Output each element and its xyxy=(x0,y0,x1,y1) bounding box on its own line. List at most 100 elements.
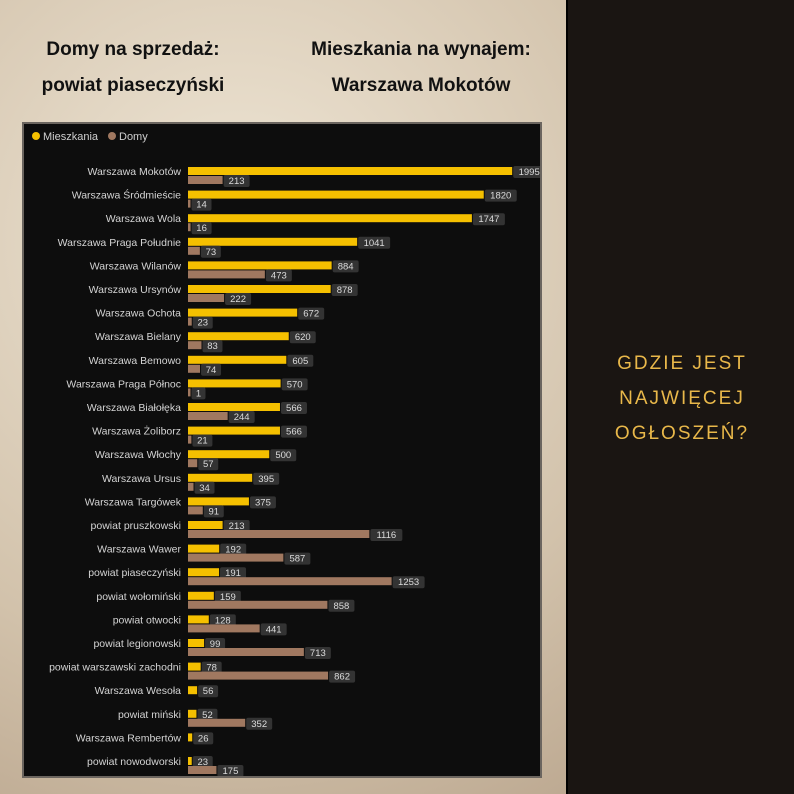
data-label-domy: 213 xyxy=(229,176,245,187)
bar-mieszkania xyxy=(188,237,358,246)
bar-mieszkania xyxy=(188,615,209,624)
data-label-bg-domy xyxy=(201,363,222,376)
data-label-bg-domy xyxy=(192,316,213,329)
data-label-domy: 1253 xyxy=(398,577,419,588)
data-label-bg-domy xyxy=(191,387,206,400)
data-label-bg-domy xyxy=(191,198,212,211)
data-label-bg-mieszkania xyxy=(209,614,236,627)
data-label-mieszkania: 605 xyxy=(292,356,308,367)
data-label-bg-mieszkania xyxy=(192,756,213,768)
category-label: powiat warszawski zachodni xyxy=(49,662,181,674)
data-label-bg-domy xyxy=(200,245,221,258)
question-panel: GDZIE JEST NAJWIĘCEJ OGŁOSZEŃ? xyxy=(566,0,794,794)
data-label-mieszkania: 570 xyxy=(287,379,303,390)
bar-mieszkania xyxy=(188,568,220,577)
data-label-domy: 244 xyxy=(234,412,250,423)
data-label-mieszkania: 1041 xyxy=(364,238,385,249)
bar-domy xyxy=(188,600,328,609)
bar-mieszkania xyxy=(188,167,513,175)
bar-domy xyxy=(188,577,392,586)
bar-mieszkania xyxy=(188,757,192,765)
data-label-domy: 91 xyxy=(208,506,219,517)
data-label-mieszkania: 56 xyxy=(203,686,214,697)
data-label-mieszkania: 78 xyxy=(206,663,217,674)
data-label-bg-domy xyxy=(217,765,244,776)
data-label-bg-mieszkania xyxy=(484,189,517,202)
data-label-mieszkania: 500 xyxy=(275,450,291,461)
bar-domy xyxy=(188,388,191,397)
data-label-bg-mieszkania xyxy=(280,402,307,414)
category-label: Warszawa Włochy xyxy=(95,449,182,461)
bar-mieszkania xyxy=(188,355,287,364)
question-line-1: GDZIE JEST xyxy=(617,353,747,374)
category-label: Warszawa Praga Południe xyxy=(58,237,181,249)
category-label: powiat nowodworski xyxy=(87,756,181,768)
bar-mieszkania xyxy=(188,190,484,199)
bar-mieszkania xyxy=(188,450,270,459)
bar-domy xyxy=(188,412,228,420)
bar-domy xyxy=(188,270,265,279)
bar-mieszkania xyxy=(188,521,223,529)
bar-domy xyxy=(188,624,260,633)
category-label: Warszawa Wawer xyxy=(97,544,181,556)
category-label: Warszawa Ochota xyxy=(96,308,182,320)
data-label-domy: 34 xyxy=(199,483,210,494)
data-label-bg-mieszkania xyxy=(253,472,280,485)
bar-domy xyxy=(188,364,201,373)
data-label-bg-domy xyxy=(203,505,224,518)
bar-mieszkania xyxy=(188,214,472,223)
legend-domy-label: Domy xyxy=(119,131,148,143)
bar-domy xyxy=(188,176,223,184)
bar-domy xyxy=(188,718,246,727)
bar-mieszkania xyxy=(188,544,220,553)
bar-mieszkania xyxy=(188,497,249,506)
heading-flats-line-1: Mieszkania na wynajem: xyxy=(311,39,531,60)
data-label-bg-domy xyxy=(260,623,287,636)
data-label-mieszkania: 884 xyxy=(338,261,354,272)
bar-mieszkania xyxy=(188,285,331,293)
category-label: Warszawa Bielany xyxy=(95,331,182,343)
data-label-domy: 587 xyxy=(289,554,305,565)
bar-chart-frame: Mieszkania Domy Warszawa Mokotów 1995 213 War… xyxy=(22,122,542,778)
data-label-mieszkania: 1820 xyxy=(490,191,511,202)
data-label-mieszkania: 566 xyxy=(286,427,302,438)
data-label-domy: 1116 xyxy=(376,530,396,541)
data-label-domy: 57 xyxy=(203,459,214,470)
data-label-mieszkania: 395 xyxy=(258,474,274,485)
data-label-domy: 16 xyxy=(196,223,207,234)
bar-domy xyxy=(188,506,203,515)
bar-mieszkania xyxy=(188,591,214,600)
category-label: Warszawa Wola xyxy=(106,213,181,225)
data-label-mieszkania: 375 xyxy=(255,497,271,508)
data-label-domy: 858 xyxy=(333,601,349,612)
bar-mieszkania xyxy=(188,308,298,317)
data-label-domy: 83 xyxy=(207,341,218,352)
bar-domy xyxy=(188,246,200,255)
data-label-mieszkania: 620 xyxy=(295,332,311,343)
bar-domy xyxy=(188,341,202,350)
bar-mieszkania xyxy=(188,473,253,482)
bar-domy xyxy=(188,482,194,491)
bar-mieszkania xyxy=(188,709,197,718)
bar-domy xyxy=(188,553,284,562)
category-label: Warszawa Bemowo xyxy=(89,355,182,367)
data-label-bg-mieszkania xyxy=(289,331,316,344)
data-label-bg-domy xyxy=(225,293,252,305)
data-label-bg-mieszkania xyxy=(270,449,297,462)
data-label-bg-domy xyxy=(328,599,355,612)
data-label-domy: 352 xyxy=(251,719,267,730)
category-label: Warszawa Śródmieście xyxy=(72,189,181,202)
question-line-2: NAJWIĘCEJ xyxy=(619,388,745,409)
category-label: powiat legionowski xyxy=(93,638,181,650)
data-label-bg-domy xyxy=(370,529,403,541)
data-label-bg-domy xyxy=(329,670,356,683)
data-label-domy: 222 xyxy=(230,294,246,305)
bar-mieszkania xyxy=(188,426,280,435)
category-label: powiat piaseczyński xyxy=(88,567,181,579)
bar-mieszkania xyxy=(188,332,289,341)
data-label-domy: 21 xyxy=(197,436,208,447)
data-label-mieszkania: 99 xyxy=(210,639,221,650)
data-label-bg-mieszkania xyxy=(287,354,314,367)
category-label: Warszawa Wesoła xyxy=(95,685,182,697)
data-label-bg-domy xyxy=(191,222,212,235)
